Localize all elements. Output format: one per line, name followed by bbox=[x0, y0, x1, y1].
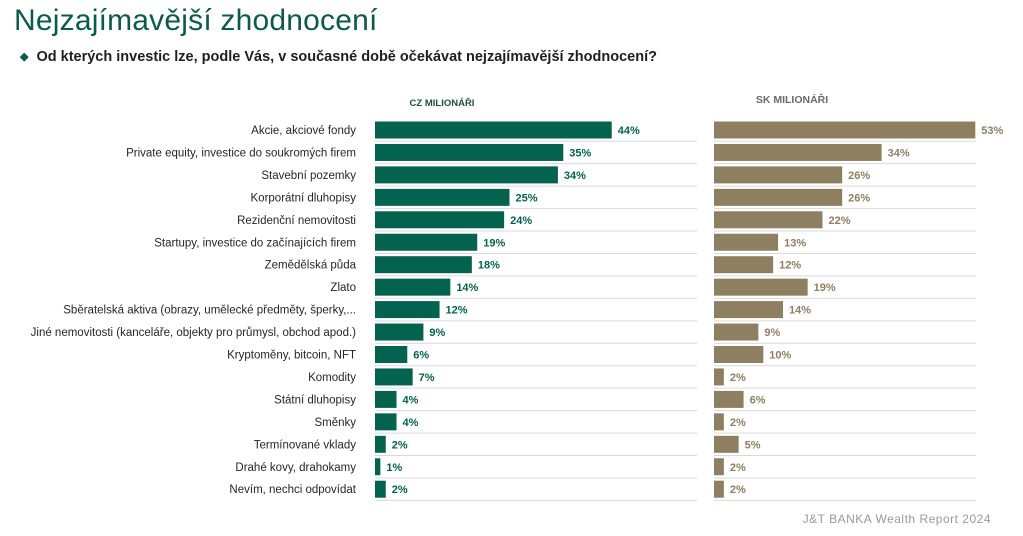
cz-value-label: 12% bbox=[446, 305, 468, 317]
cz-value-label: 4% bbox=[403, 394, 419, 406]
sk-value-label: 34% bbox=[888, 147, 910, 159]
source-footer: J&T BANKA Wealth Report 2024 bbox=[802, 512, 991, 526]
sk-bar bbox=[714, 346, 764, 363]
category-label: Private equity, investice do soukromých … bbox=[126, 147, 356, 159]
category-label: Jiné nemovitosti (kanceláře, objekty pro… bbox=[31, 327, 357, 339]
sk-value-label: 2% bbox=[730, 484, 746, 496]
sk-bar bbox=[714, 323, 759, 341]
sk-value-label: 26% bbox=[848, 170, 870, 182]
category-label: Rezidenční nemovitosti bbox=[237, 215, 356, 227]
page-title: Nejzajímavější zhodnocení bbox=[14, 4, 378, 37]
cz-bar bbox=[375, 346, 408, 363]
sk-bar bbox=[714, 368, 724, 386]
cz-bar bbox=[375, 211, 505, 229]
cz-value-label: 34% bbox=[564, 170, 586, 182]
survey-question: ◆ Od kterých investic lze, podle Vás, v s… bbox=[20, 49, 657, 65]
category-label: Startupy, investice do začínajících fire… bbox=[154, 237, 356, 249]
category-label: Akcie, akciové fondy bbox=[251, 125, 356, 137]
cz-value-label: 9% bbox=[429, 327, 445, 339]
sk-bar bbox=[714, 278, 808, 296]
cz-bar bbox=[375, 278, 451, 296]
cz-value-label: 4% bbox=[403, 417, 419, 429]
category-label: Termínované vklady bbox=[254, 439, 357, 451]
sk-value-label: 22% bbox=[828, 215, 850, 227]
category-label: Směnky bbox=[314, 417, 356, 429]
category-label: Státní dluhopisy bbox=[274, 394, 356, 406]
sk-bar bbox=[714, 143, 882, 161]
sk-value-label: 53% bbox=[981, 125, 1003, 137]
sk-value-label: 2% bbox=[730, 462, 746, 474]
survey-question-text: Od kterých investic lze, podle Vás, v so… bbox=[36, 49, 657, 65]
sk-value-label: 26% bbox=[848, 192, 870, 204]
sk-bar bbox=[714, 233, 779, 251]
category-label: Zlato bbox=[330, 282, 356, 294]
category-label: Komodity bbox=[308, 372, 356, 384]
cz-value-label: 1% bbox=[386, 462, 402, 474]
cz-bar bbox=[375, 390, 397, 408]
sk-value-label: 5% bbox=[745, 439, 761, 451]
cz-bar bbox=[375, 301, 440, 319]
sk-value-label: 6% bbox=[750, 394, 766, 406]
sk-bar bbox=[714, 256, 774, 274]
sk-panel-header: SK MILIONÁŘI bbox=[756, 93, 828, 106]
cz-bar bbox=[375, 413, 397, 431]
sk-bar bbox=[714, 435, 739, 453]
sk-bar bbox=[714, 166, 843, 184]
sk-bar bbox=[714, 413, 724, 431]
diamond-bullet-icon: ◆ bbox=[20, 51, 29, 63]
cz-bar bbox=[375, 233, 478, 251]
sk-value-label: 10% bbox=[769, 350, 791, 362]
cz-value-label: 24% bbox=[510, 215, 532, 227]
cz-bar bbox=[375, 480, 386, 498]
cz-bar bbox=[375, 435, 386, 453]
sk-bar bbox=[714, 480, 724, 498]
category-label: Korporátní dluhopisy bbox=[251, 192, 357, 204]
category-label: Kryptoměny, bitcoin, NFT bbox=[227, 350, 356, 362]
cz-value-label: 6% bbox=[413, 350, 429, 362]
sk-value-label: 9% bbox=[764, 327, 780, 339]
category-label: Drahé kovy, drahokamy bbox=[235, 462, 356, 474]
sk-bar bbox=[714, 390, 744, 408]
cz-value-label: 2% bbox=[392, 484, 408, 496]
sk-bar bbox=[714, 188, 843, 206]
sk-value-label: 2% bbox=[730, 417, 746, 429]
cz-panel-header: CZ MILIONÁŘI bbox=[410, 97, 475, 109]
cz-bar bbox=[375, 166, 558, 184]
sk-value-label: 19% bbox=[814, 282, 836, 294]
sk-bar bbox=[714, 458, 724, 476]
cz-value-label: 35% bbox=[569, 147, 591, 159]
sk-value-label: 14% bbox=[789, 305, 811, 317]
cz-bar bbox=[375, 323, 424, 341]
sk-value-label: 2% bbox=[730, 372, 746, 384]
cz-value-label: 44% bbox=[618, 125, 640, 137]
cz-value-label: 7% bbox=[419, 372, 435, 384]
cz-bar bbox=[375, 121, 612, 139]
sk-bar bbox=[714, 211, 823, 229]
category-label: Nevím, nechci odpovídat bbox=[229, 484, 356, 496]
cz-bar bbox=[375, 458, 381, 476]
sk-bar bbox=[714, 301, 784, 319]
cz-value-label: 25% bbox=[516, 192, 538, 204]
sk-bar bbox=[714, 121, 976, 139]
cz-value-label: 18% bbox=[478, 260, 500, 272]
sk-value-label: 12% bbox=[779, 260, 801, 272]
sk-value-label: 13% bbox=[784, 237, 806, 249]
cz-bar bbox=[375, 256, 472, 274]
category-label: Stavební pozemky bbox=[261, 170, 356, 182]
cz-value-label: 2% bbox=[392, 439, 408, 451]
cz-bar bbox=[375, 368, 413, 386]
cz-value-label: 19% bbox=[483, 237, 505, 249]
cz-value-label: 14% bbox=[456, 282, 478, 294]
cz-bar bbox=[375, 188, 510, 206]
category-label: Zemědělská půda bbox=[265, 260, 357, 272]
category-label: Sběratelská aktiva (obrazy, umělecké pře… bbox=[63, 305, 356, 317]
cz-bar bbox=[375, 143, 564, 161]
